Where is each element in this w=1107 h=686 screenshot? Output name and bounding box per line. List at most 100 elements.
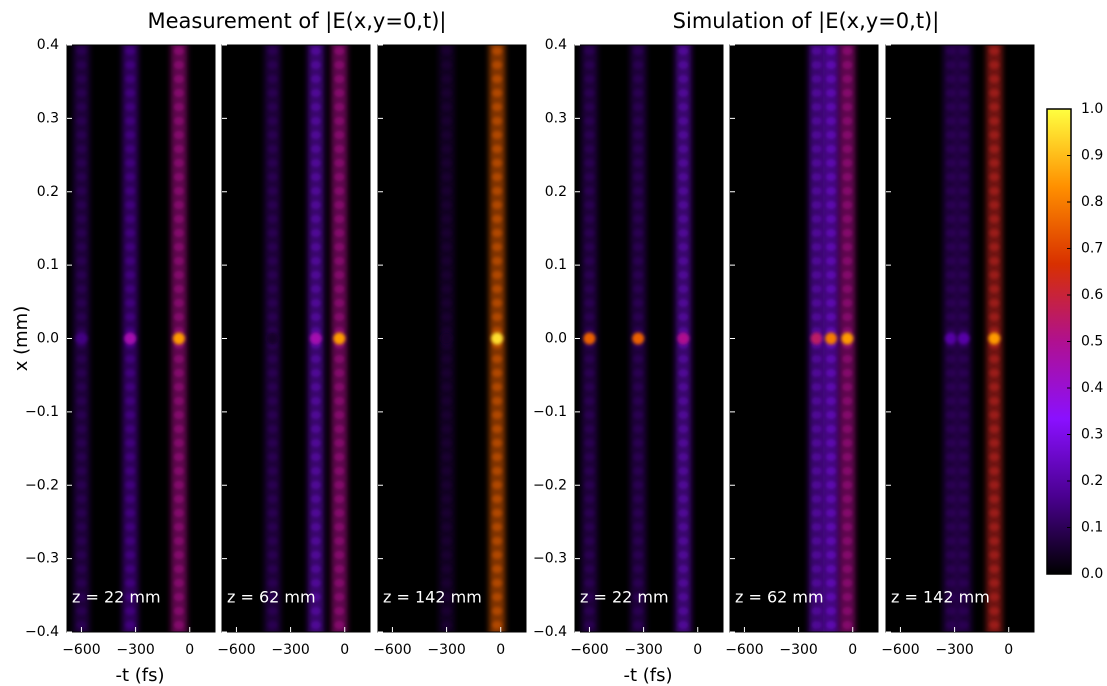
stripe-texture bbox=[584, 495, 595, 503]
stripe-texture bbox=[267, 229, 278, 237]
stripe-texture bbox=[842, 201, 853, 209]
stripe-texture bbox=[958, 467, 969, 475]
stripe-texture bbox=[76, 621, 87, 629]
stripe-texture bbox=[76, 131, 87, 139]
stripe-texture bbox=[945, 229, 956, 237]
stripe-texture bbox=[492, 75, 503, 83]
y-tick-label: 0.2 bbox=[545, 184, 567, 200]
stripe-texture bbox=[678, 565, 689, 573]
stripe-texture bbox=[173, 621, 184, 629]
stripe-texture bbox=[958, 201, 969, 209]
stripe-texture bbox=[989, 369, 1000, 377]
stripe-texture bbox=[633, 369, 644, 377]
stripe-texture bbox=[76, 551, 87, 559]
stripe-texture bbox=[584, 187, 595, 195]
stripe-texture bbox=[125, 299, 136, 307]
stripe-texture bbox=[811, 355, 822, 363]
stripe-texture bbox=[678, 425, 689, 433]
stripe-texture bbox=[173, 593, 184, 601]
stripe-texture bbox=[173, 369, 184, 377]
stripe-texture bbox=[945, 285, 956, 293]
stripe-texture bbox=[173, 439, 184, 447]
stripe-texture bbox=[492, 439, 503, 447]
stripe-texture bbox=[958, 551, 969, 559]
stripe-texture bbox=[958, 425, 969, 433]
stripe-texture bbox=[633, 537, 644, 545]
pulse-peak bbox=[124, 332, 137, 345]
stripe-texture bbox=[125, 481, 136, 489]
stripe-texture bbox=[441, 145, 452, 153]
stripe-texture bbox=[492, 397, 503, 405]
stripe-texture bbox=[584, 285, 595, 293]
panel-label: z = 142 mm bbox=[891, 588, 990, 607]
stripe-texture bbox=[441, 593, 452, 601]
stripe-texture bbox=[310, 607, 321, 615]
stripe-texture bbox=[173, 215, 184, 223]
stripe-texture bbox=[633, 187, 644, 195]
stripe-texture bbox=[989, 383, 1000, 391]
stripe-texture bbox=[945, 215, 956, 223]
stripe-texture bbox=[267, 369, 278, 377]
pulse-peak bbox=[333, 332, 346, 345]
stripe-texture bbox=[310, 551, 321, 559]
stripe-texture bbox=[267, 523, 278, 531]
stripe-texture bbox=[334, 621, 345, 629]
stripe-texture bbox=[267, 187, 278, 195]
stripe-texture bbox=[989, 75, 1000, 83]
stripe-texture bbox=[989, 425, 1000, 433]
stripe-texture bbox=[492, 327, 503, 335]
stripe-texture bbox=[441, 551, 452, 559]
stripe-texture bbox=[334, 145, 345, 153]
stripe-texture bbox=[678, 103, 689, 111]
stripe-texture bbox=[633, 355, 644, 363]
panel-label: z = 22 mm bbox=[72, 588, 161, 607]
pulse-peak bbox=[172, 332, 185, 345]
stripe-texture bbox=[76, 481, 87, 489]
stripe-texture bbox=[125, 579, 136, 587]
pulse-peak bbox=[440, 332, 453, 345]
stripe-texture bbox=[958, 537, 969, 545]
stripe-texture bbox=[989, 397, 1000, 405]
stripe-texture bbox=[633, 411, 644, 419]
stripe-texture bbox=[811, 229, 822, 237]
stripe-texture bbox=[492, 495, 503, 503]
y-axis-label: x (mm) bbox=[11, 306, 32, 372]
y-tick-label: 0.2 bbox=[37, 184, 59, 200]
stripe-texture bbox=[945, 61, 956, 69]
stripe-texture bbox=[958, 579, 969, 587]
stripe-texture bbox=[826, 425, 837, 433]
stripe-texture bbox=[958, 299, 969, 307]
stripe-texture bbox=[584, 369, 595, 377]
stripe-texture bbox=[826, 313, 837, 321]
stripe-texture bbox=[310, 411, 321, 419]
stripe-texture bbox=[125, 271, 136, 279]
stripe-texture bbox=[173, 173, 184, 181]
stripe-texture bbox=[945, 579, 956, 587]
stripe-texture bbox=[125, 565, 136, 573]
stripe-texture bbox=[945, 75, 956, 83]
stripe-texture bbox=[310, 215, 321, 223]
stripe-texture bbox=[989, 453, 1000, 461]
stripe-texture bbox=[678, 159, 689, 167]
y-tick-label: 0.4 bbox=[37, 37, 59, 53]
colorbar-tick-label: 0.4 bbox=[1081, 380, 1103, 396]
stripe-texture bbox=[334, 453, 345, 461]
stripe-texture bbox=[958, 369, 969, 377]
stripe-texture bbox=[958, 621, 969, 629]
stripe-texture bbox=[989, 621, 1000, 629]
stripe-texture bbox=[173, 579, 184, 587]
stripe-texture bbox=[492, 89, 503, 97]
stripe-texture bbox=[334, 159, 345, 167]
stripe-texture bbox=[334, 495, 345, 503]
stripe-texture bbox=[125, 117, 136, 125]
stripe-texture bbox=[310, 117, 321, 125]
stripe-texture bbox=[173, 145, 184, 153]
y-tick-label: −0.1 bbox=[25, 404, 59, 420]
stripe-texture bbox=[173, 327, 184, 335]
pulse-peak bbox=[309, 332, 322, 345]
stripe-texture bbox=[826, 551, 837, 559]
stripe-texture bbox=[125, 369, 136, 377]
stripe-texture bbox=[173, 537, 184, 545]
stripe-texture bbox=[267, 355, 278, 363]
stripe-texture bbox=[492, 565, 503, 573]
